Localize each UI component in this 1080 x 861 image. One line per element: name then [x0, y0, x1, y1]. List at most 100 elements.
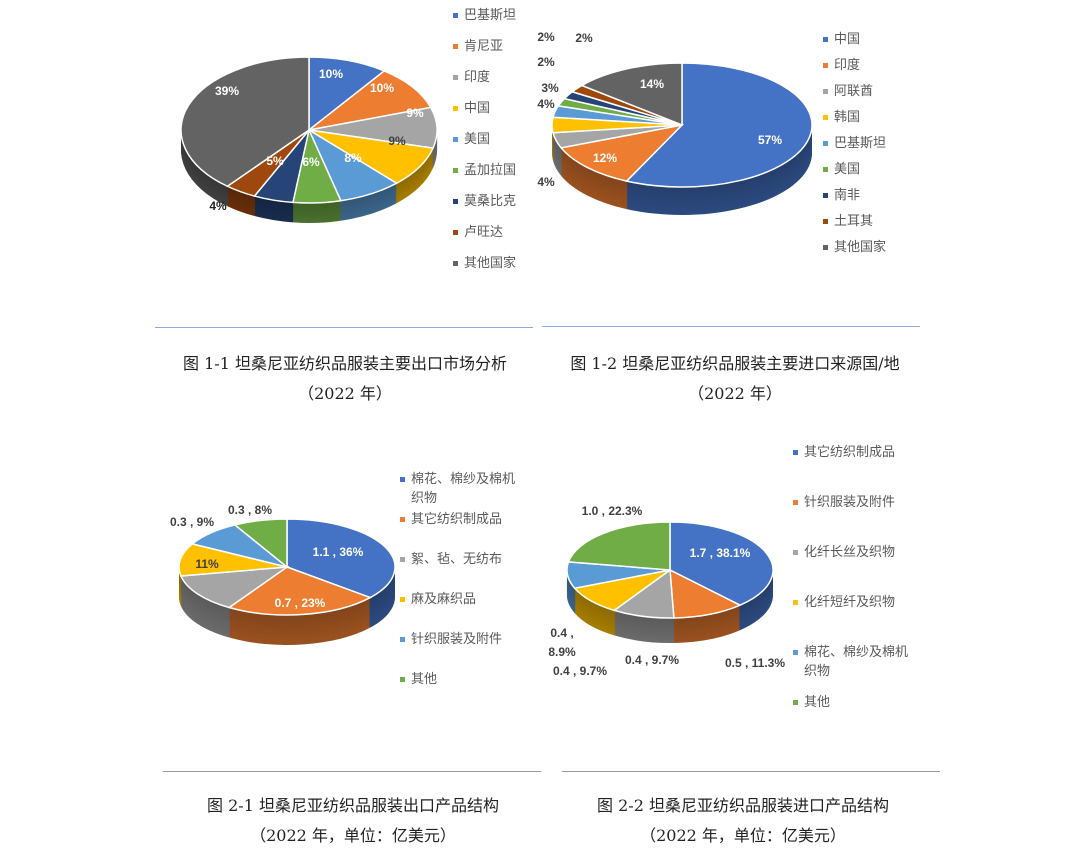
- legend-label: 麻及麻织品: [411, 592, 477, 607]
- pie-slice-6: [233, 518, 288, 569]
- legend-item: 莫桑比克: [453, 192, 516, 211]
- divider: [163, 771, 541, 772]
- pie-chart-2: 57% 12% 4% 4% 3% 2% 2% 2% 14%: [537, 30, 813, 215]
- pie-slice-2: [227, 566, 373, 616]
- legend-label: 棉花、棉纱及棉机织物: [804, 645, 909, 679]
- caption-title: 图 1-2 坦桑尼亚纺织品服装主要进口来源国/地: [570, 354, 900, 373]
- legend-swatch: [400, 557, 405, 562]
- legend-swatch: [453, 199, 458, 204]
- data-label: 11%: [195, 557, 219, 571]
- legend-item: 肯尼亚: [453, 37, 503, 56]
- legend-swatch: [793, 700, 798, 705]
- legend-swatch: [400, 517, 405, 522]
- legend-swatch: [453, 44, 458, 49]
- legend-label: 其他: [411, 672, 438, 687]
- legend-swatch: [823, 37, 828, 42]
- legend-item: 巴基斯坦: [453, 6, 516, 25]
- data-label: 9%: [388, 134, 406, 148]
- pie-slice-1: [308, 56, 386, 132]
- caption-title: 图 2-1 坦桑尼亚纺织品服装出口产品结构: [207, 796, 499, 815]
- legend-label: 印度: [834, 58, 861, 73]
- pie-slice-1: [286, 518, 396, 599]
- legend-item: 絮、毡、无纺布: [400, 550, 502, 569]
- legend-item: 巴基斯坦: [823, 134, 886, 153]
- legend-swatch: [453, 230, 458, 235]
- data-label: 9%: [406, 106, 424, 120]
- legend-swatch: [453, 261, 458, 266]
- legend-swatch: [453, 137, 458, 142]
- legend-swatch: [823, 89, 828, 94]
- legend-label: 其它纺织制成品: [411, 512, 503, 527]
- legend-item: 孟加拉国: [453, 161, 516, 180]
- legend-item: 印度: [453, 68, 490, 87]
- data-label: 4%: [537, 97, 555, 111]
- legend-swatch: [823, 245, 828, 250]
- figure-caption-2-2: 图 2-2 坦桑尼亚纺织品服装进口产品结构 （2022 年，单位：亿美元）: [538, 792, 948, 846]
- caption-subtitle: （2022 年）: [688, 384, 782, 403]
- caption-title: 图 1-1 坦桑尼亚纺织品服装主要出口市场分析: [183, 354, 507, 373]
- legend-label: 针织服装及附件: [804, 495, 896, 510]
- legend-item: 针织服装及附件: [400, 630, 502, 649]
- legend-swatch: [823, 141, 828, 146]
- legend-item: 卢旺达: [453, 223, 503, 242]
- data-label: 4%: [537, 175, 555, 189]
- pie-slice-3: [179, 566, 290, 609]
- data-label: 5%: [266, 154, 284, 168]
- legend-item: 其它纺织制成品: [793, 443, 895, 462]
- figure-caption-1-1: 图 1-1 坦桑尼亚纺织品服装主要出口市场分析 （2022 年）: [140, 350, 550, 404]
- legend-label: 阿联酋: [834, 84, 874, 99]
- legend-swatch: [823, 115, 828, 120]
- data-label: 0.4 , 8.9%: [548, 626, 576, 659]
- legend-item: 其他国家: [453, 254, 516, 273]
- legend-swatch: [400, 677, 405, 682]
- caption-title: 图 2-2 坦桑尼亚纺织品服装进口产品结构: [597, 796, 889, 815]
- data-label: 1.7 , 38.1%: [690, 546, 751, 560]
- legend-swatch: [793, 600, 798, 605]
- legend-label: 其他: [804, 695, 831, 710]
- pie-chart-4: 1.7 , 38.1% 0.5 , 11.3% 0.4 , 9.7% 0.4 , 9.…: [548, 504, 785, 678]
- legend-label: 南非: [834, 188, 861, 203]
- legend-label: 其它纺织制成品: [804, 445, 896, 460]
- legend-label: 莫桑比克: [464, 194, 517, 209]
- legend-swatch: [793, 450, 798, 455]
- legend-item: 美国: [453, 130, 490, 149]
- pie-slice-2: [559, 123, 685, 182]
- legend-swatch: [823, 167, 828, 172]
- legend-label: 美国: [464, 132, 491, 147]
- legend-swatch: [453, 168, 458, 173]
- legend-label: 其他国家: [834, 240, 887, 255]
- pie-slice-9: [580, 62, 683, 127]
- legend-item: 韩国: [823, 108, 860, 127]
- legend-label: 巴基斯坦: [834, 136, 887, 151]
- legend-label: 土耳其: [834, 214, 874, 229]
- data-label: 2%: [537, 30, 555, 44]
- divider: [155, 327, 533, 328]
- legend-item: 其它纺织制成品: [400, 510, 502, 529]
- legend-label: 巴基斯坦: [464, 8, 517, 23]
- figure-caption-1-2: 图 1-2 坦桑尼亚纺织品服装主要进口来源国/地 （2022 年）: [530, 350, 940, 404]
- data-label: 2%: [537, 55, 555, 69]
- legend-label: 美国: [834, 162, 861, 177]
- data-label: 39%: [215, 84, 239, 98]
- legend-swatch: [793, 500, 798, 505]
- data-label: 0.7 , 23%: [275, 596, 326, 610]
- data-label: 14%: [640, 77, 664, 91]
- data-label: 0.3 , 9%: [170, 515, 214, 529]
- pie-slice-6: [567, 521, 671, 571]
- legend-item: 印度: [823, 56, 860, 75]
- legend-label: 孟加拉国: [464, 163, 517, 178]
- legend-item: 美国: [823, 160, 860, 179]
- data-label: 0.4 , 9.7%: [553, 664, 607, 678]
- pie-chart-3: 1.1 , 36% 0.7 , 23% 11% 0.3 , 9% 0.3 , 8%: [170, 503, 396, 645]
- legend-item: 中国: [823, 30, 860, 49]
- legend-swatch: [453, 75, 458, 80]
- pie-slice-2: [308, 70, 432, 131]
- legend-item: 棉花、棉纱及棉机织物: [400, 470, 521, 508]
- data-label: 2%: [575, 31, 593, 45]
- legend-label: 絮、毡、无纺布: [411, 552, 503, 567]
- legend-label: 其他国家: [464, 256, 517, 271]
- legend-swatch: [823, 63, 828, 68]
- legend-swatch: [400, 477, 405, 482]
- pie-slice-9: [180, 56, 310, 188]
